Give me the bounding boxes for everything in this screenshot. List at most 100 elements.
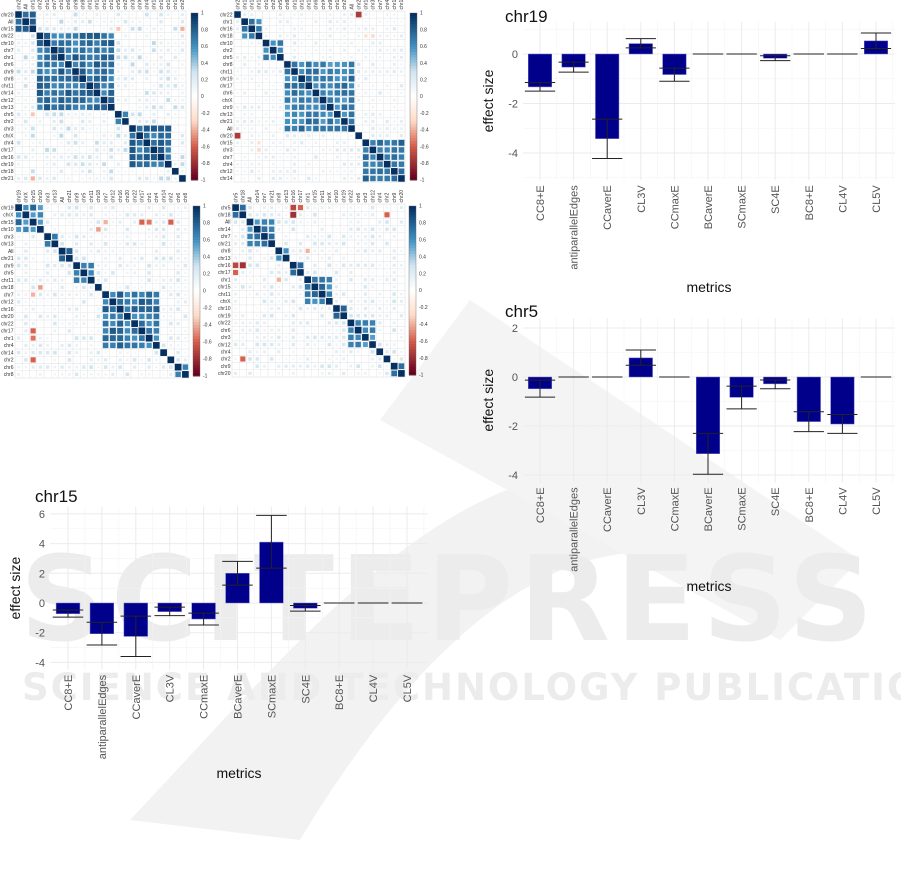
heatmap-cell — [73, 162, 78, 166]
heatmap-cell — [322, 177, 324, 180]
heatmap-cell — [132, 358, 137, 362]
row-label: chr3 — [4, 234, 14, 240]
heatmap-cell — [357, 271, 359, 274]
heatmap-cell — [24, 170, 27, 173]
heatmap-cell — [153, 328, 160, 334]
colorbar-tick-label: -0.8 — [420, 161, 429, 167]
heatmap-cell — [30, 328, 36, 334]
heatmap-cell — [145, 77, 149, 81]
heatmap-cell — [343, 56, 346, 59]
heatmap-cell — [304, 284, 311, 290]
heatmap-cell — [297, 269, 304, 276]
heatmap-cell — [335, 343, 338, 346]
heatmap-cell — [136, 154, 143, 160]
heatmap-cell — [24, 113, 27, 116]
heatmap-cell — [255, 249, 259, 253]
heatmap-cell — [153, 20, 155, 23]
heatmap-cell — [45, 177, 49, 180]
heatmap-cell — [66, 248, 73, 255]
heatmap-cell — [312, 89, 320, 97]
heatmap-cell — [357, 70, 361, 74]
heatmap-cell — [81, 141, 85, 145]
heatmap-cell — [75, 228, 78, 231]
heatmap-cell — [89, 235, 93, 238]
heatmap-cell — [17, 127, 20, 130]
heatmap-cell — [249, 344, 251, 346]
heatmap-cell — [386, 329, 388, 331]
heatmap-cell — [45, 365, 50, 369]
heatmap-cell — [22, 11, 29, 18]
heatmap-cell — [52, 155, 56, 159]
heatmap-cell — [285, 148, 290, 152]
heatmap-cell — [363, 161, 369, 167]
heatmap-cell — [243, 141, 246, 144]
heatmap-cell — [51, 54, 58, 61]
heatmap-cell — [96, 170, 98, 172]
heatmap-cell — [336, 257, 338, 259]
heatmap-cell — [298, 75, 305, 82]
heatmap-cell — [116, 63, 120, 66]
heatmap-cell — [177, 315, 179, 317]
heatmap-cell — [90, 308, 92, 310]
colorbar-segment — [191, 43, 198, 47]
heatmap-cell — [17, 77, 20, 80]
heatmap-cell — [87, 75, 93, 82]
heatmap-cell — [110, 291, 116, 298]
heatmap-cell — [386, 113, 388, 116]
heatmap-cell — [241, 227, 245, 231]
heatmap-cell — [349, 148, 354, 152]
heatmap-cell — [17, 286, 20, 289]
heatmap-cell — [335, 328, 338, 332]
heatmap-cell — [314, 155, 318, 159]
heatmap-cell — [15, 204, 22, 211]
heatmap-cell — [385, 300, 389, 303]
heatmap-cell — [24, 351, 28, 354]
heatmap-cell — [320, 227, 324, 231]
heatmap-cell — [96, 249, 100, 253]
heatmap-cell — [291, 328, 295, 332]
colorbar-segment — [193, 330, 200, 334]
heatmap-cell — [348, 341, 354, 348]
heatmap-cell — [385, 365, 388, 368]
heatmap-cell — [334, 125, 341, 132]
heatmap-cell — [38, 350, 43, 355]
heatmap-cell — [400, 70, 403, 73]
heatmap-cell — [17, 149, 20, 151]
heatmap-cell — [79, 47, 86, 54]
heatmap-cell — [31, 77, 34, 80]
heatmap-cell — [89, 249, 93, 253]
heatmap-cell — [399, 299, 403, 303]
colorbar-segment — [410, 79, 417, 84]
heatmap-cell — [327, 97, 333, 103]
colorbar-segment — [410, 96, 417, 100]
heatmap-cell — [109, 306, 116, 313]
heatmap-cell — [60, 300, 64, 304]
row-label: chr4 — [221, 349, 231, 355]
heatmap-cell — [53, 286, 56, 289]
heatmap-cell — [236, 42, 239, 44]
heatmap-cell — [38, 120, 42, 123]
heatmap-cell — [161, 205, 166, 210]
colorbar-segment — [191, 166, 198, 170]
heatmap-cell — [133, 220, 137, 224]
heatmap-cell — [161, 220, 166, 224]
heatmap-cell — [97, 358, 100, 362]
heatmap-cell — [378, 292, 382, 296]
heatmap-cell — [400, 271, 403, 274]
heatmap-cell — [97, 206, 100, 209]
heatmap-cell — [36, 40, 43, 47]
heatmap-cell — [110, 313, 116, 320]
heatmap-cell — [176, 344, 180, 347]
heatmap-cell — [24, 91, 27, 94]
heatmap-cell — [300, 56, 303, 59]
heatmap-cell — [248, 350, 252, 354]
heatmap-cell — [83, 359, 85, 361]
heatmap-cell — [247, 233, 253, 240]
heatmap-cell — [364, 56, 368, 59]
heatmap-cell — [108, 83, 114, 89]
heatmap-cell — [44, 61, 50, 68]
heatmap-cell — [153, 56, 155, 59]
row-label: chr14 — [220, 176, 233, 182]
row-label: chr13 — [220, 112, 233, 118]
